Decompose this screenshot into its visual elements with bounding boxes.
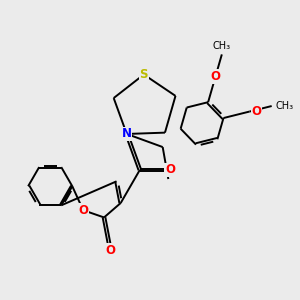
Text: O: O bbox=[251, 105, 261, 118]
Text: N: N bbox=[122, 128, 132, 140]
Text: N: N bbox=[122, 128, 132, 140]
Text: O: O bbox=[211, 70, 220, 83]
Text: S: S bbox=[140, 68, 148, 81]
Text: CH₃: CH₃ bbox=[275, 101, 294, 111]
Text: O: O bbox=[78, 204, 88, 217]
Text: O: O bbox=[165, 164, 175, 176]
Text: CH₃: CH₃ bbox=[213, 40, 231, 51]
Text: O: O bbox=[105, 244, 116, 257]
